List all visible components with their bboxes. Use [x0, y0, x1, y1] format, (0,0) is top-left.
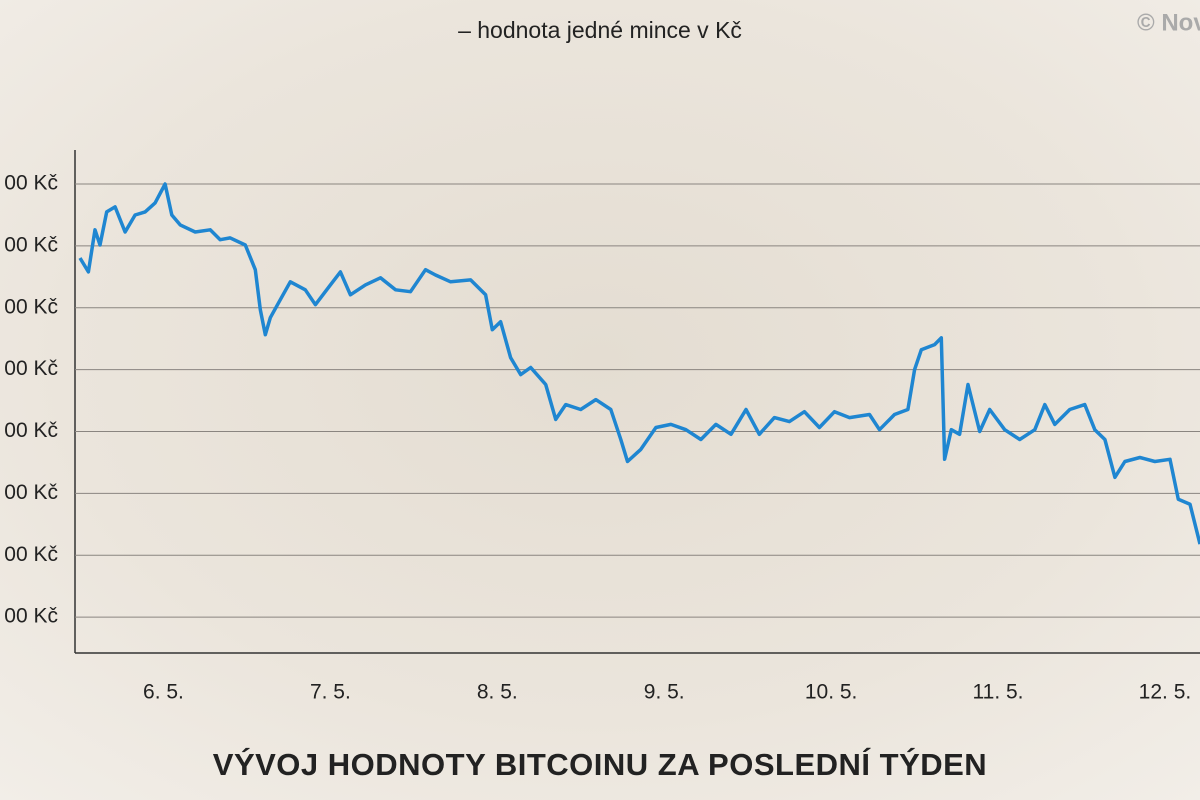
- x-tick-label: 8. 5.: [477, 681, 518, 704]
- y-tick-label: 00 Kč: [4, 481, 58, 504]
- y-tick-label: 00 Kč: [4, 233, 58, 256]
- subtitle: – hodnota jedné mince v Kč: [458, 17, 742, 43]
- x-tick-label: 7. 5.: [310, 681, 351, 704]
- price-line: [78, 182, 1200, 545]
- x-tick-label: 12. 5.: [1139, 681, 1192, 704]
- y-tick-label: 00 Kč: [4, 172, 58, 195]
- y-tick-label: 00 Kč: [4, 295, 58, 318]
- y-tick-label: 00 Kč: [4, 543, 58, 566]
- x-tick-label: 10. 5.: [805, 681, 858, 704]
- y-tick-label: 00 Kč: [4, 419, 58, 442]
- y-tick-label: 00 Kč: [4, 605, 58, 628]
- y-tick-label: 00 Kč: [4, 357, 58, 380]
- x-tick-label: 9. 5.: [644, 681, 685, 704]
- x-tick-label: 6. 5.: [143, 681, 184, 704]
- x-tick-label: 11. 5.: [973, 681, 1024, 704]
- credit: © Nov: [1137, 9, 1200, 36]
- chart-title: VÝVOJ HODNOTY BITCOINU ZA POSLEDNÍ TÝDEN: [213, 747, 987, 782]
